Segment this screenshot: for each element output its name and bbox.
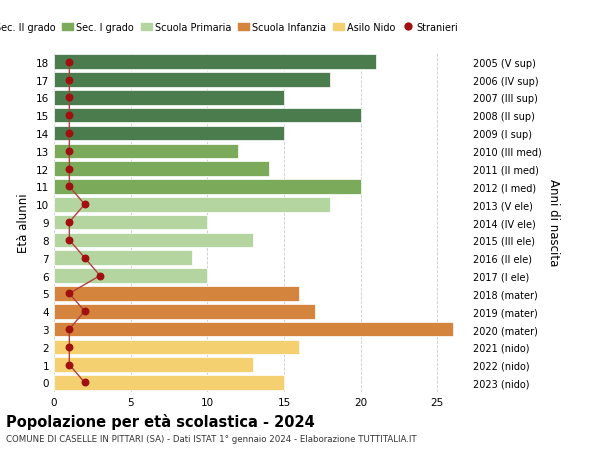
Point bbox=[80, 254, 89, 262]
Bar bbox=[54, 91, 284, 106]
Point bbox=[65, 184, 74, 191]
Point bbox=[65, 237, 74, 244]
Y-axis label: Età alunni: Età alunni bbox=[17, 193, 31, 252]
Point bbox=[65, 130, 74, 137]
Text: COMUNE DI CASELLE IN PITTARI (SA) - Dati ISTAT 1° gennaio 2024 - Elaborazione TU: COMUNE DI CASELLE IN PITTARI (SA) - Dati… bbox=[6, 434, 416, 443]
Bar bbox=[54, 126, 284, 141]
Bar bbox=[54, 340, 299, 354]
Point bbox=[65, 148, 74, 155]
Y-axis label: Anni di nascita: Anni di nascita bbox=[547, 179, 560, 266]
Bar bbox=[54, 304, 314, 319]
Point bbox=[65, 166, 74, 173]
Text: Popolazione per età scolastica - 2024: Popolazione per età scolastica - 2024 bbox=[6, 413, 315, 429]
Legend: Sec. II grado, Sec. I grado, Scuola Primaria, Scuola Infanzia, Asilo Nido, Stran: Sec. II grado, Sec. I grado, Scuola Prim… bbox=[0, 18, 462, 36]
Bar bbox=[54, 109, 361, 123]
Bar bbox=[54, 55, 376, 70]
Bar bbox=[54, 375, 284, 390]
Bar bbox=[54, 269, 208, 283]
Point bbox=[65, 112, 74, 120]
Point bbox=[80, 308, 89, 315]
Bar bbox=[54, 322, 452, 336]
Point bbox=[65, 290, 74, 297]
Point bbox=[65, 59, 74, 66]
Point bbox=[95, 272, 105, 280]
Bar bbox=[54, 144, 238, 159]
Bar bbox=[54, 180, 361, 194]
Point bbox=[65, 343, 74, 351]
Point bbox=[65, 95, 74, 102]
Point bbox=[80, 201, 89, 208]
Point bbox=[80, 379, 89, 386]
Bar bbox=[54, 73, 330, 88]
Bar bbox=[54, 197, 330, 212]
Point bbox=[65, 361, 74, 369]
Bar bbox=[54, 215, 208, 230]
Point bbox=[65, 325, 74, 333]
Bar bbox=[54, 251, 192, 265]
Bar bbox=[54, 162, 269, 177]
Point bbox=[65, 219, 74, 226]
Bar bbox=[54, 233, 253, 248]
Point bbox=[65, 77, 74, 84]
Bar bbox=[54, 286, 299, 301]
Bar bbox=[54, 358, 253, 372]
